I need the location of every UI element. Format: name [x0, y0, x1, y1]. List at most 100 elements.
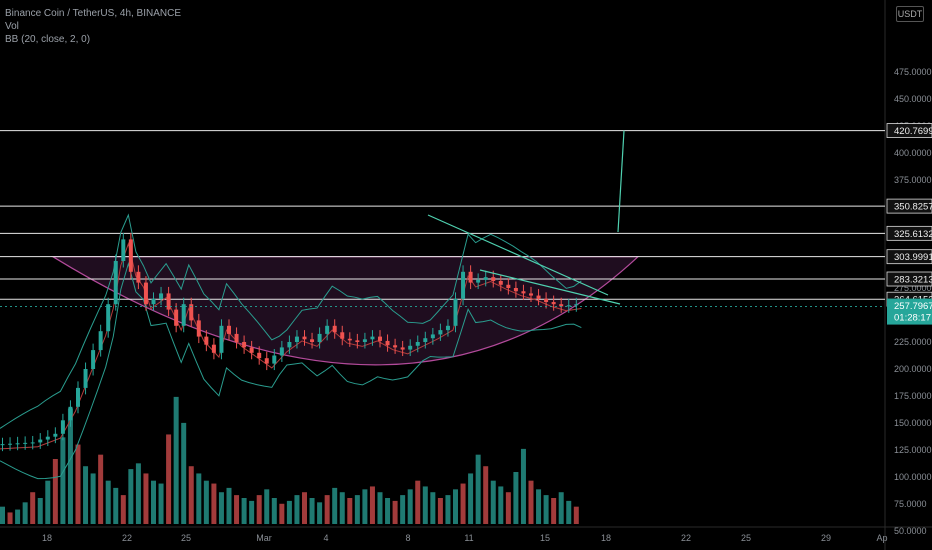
- y-tick-label: 450.0000: [894, 94, 932, 104]
- volume-bar: [430, 492, 436, 524]
- candle-body: [242, 342, 247, 348]
- volume-bar: [468, 473, 474, 524]
- volume-bar: [218, 492, 224, 524]
- volume-bar: [241, 498, 247, 524]
- volume-bar: [188, 466, 194, 524]
- x-tick-label: 15: [540, 533, 550, 543]
- candle-body: [325, 325, 330, 334]
- volume-bar: [22, 502, 28, 524]
- volume-bar: [415, 480, 421, 524]
- volume-bar: [60, 437, 66, 524]
- bb-lower-band: [0, 261, 582, 480]
- x-tick-label: 25: [741, 533, 751, 543]
- candle-body: [143, 282, 148, 305]
- volume-bar: [98, 454, 104, 524]
- volume-bar: [392, 500, 398, 524]
- volume-bar: [498, 486, 504, 524]
- volume-bar: [369, 486, 375, 524]
- volume-bar: [166, 434, 172, 524]
- candle-body: [355, 340, 360, 342]
- volume-bar: [407, 489, 413, 524]
- candle-body: [385, 340, 390, 346]
- candle-body: [393, 345, 398, 348]
- candle-body: [513, 288, 518, 292]
- level-label-box: [886, 225, 932, 241]
- candle-body: [204, 336, 209, 345]
- volume-bar: [158, 483, 164, 524]
- x-tick-label: 22: [122, 533, 132, 543]
- volume-indicator-label[interactable]: Vol: [5, 21, 19, 32]
- y-tick-label: 200.0000: [894, 364, 932, 374]
- candle-body: [476, 279, 481, 283]
- volume-bar: [536, 489, 542, 524]
- volume-bar: [173, 396, 179, 524]
- candle-body: [45, 436, 50, 440]
- y-tick-label: 75.0000: [894, 499, 927, 509]
- candle-body: [574, 304, 579, 306]
- level-label: 325.6132: [894, 229, 932, 240]
- volume-bar: [271, 498, 277, 524]
- volume-bar: [203, 480, 209, 524]
- volume-bar: [286, 500, 292, 524]
- bb-upper-band: [0, 213, 582, 429]
- volume-bar: [385, 498, 391, 524]
- candle-body: [189, 304, 194, 321]
- candle-body: [438, 330, 443, 335]
- volume-bar: [551, 498, 557, 524]
- volume-bar: [75, 444, 81, 524]
- volume-bar: [573, 506, 579, 524]
- candle-body: [121, 239, 126, 261]
- candle-body: [60, 420, 65, 434]
- bollinger-indicator-label[interactable]: BB (20, close, 2, 0): [5, 34, 91, 45]
- y-tick-label: 400.0000: [894, 148, 932, 158]
- volume-bar: [400, 495, 406, 524]
- candle-body: [408, 345, 413, 350]
- chart-legend: Binance Coin / TetherUS, 4h, BINANCE Vol…: [5, 7, 181, 46]
- y-tick-label: 175.0000: [894, 391, 932, 401]
- volume-bar: [422, 486, 428, 524]
- x-tick-label: 8: [405, 533, 410, 543]
- y-tick-label: 475.0000: [894, 67, 932, 77]
- volume-bar: [377, 492, 383, 524]
- candle-body: [498, 280, 503, 285]
- candle-body: [461, 271, 466, 299]
- volume-bar: [7, 512, 13, 524]
- y-tick-label: 100.0000: [894, 472, 932, 482]
- candle-body: [166, 293, 171, 310]
- candle-body: [483, 277, 488, 280]
- candle-body: [468, 271, 473, 283]
- candle-body: [362, 339, 367, 342]
- candle-body: [521, 291, 526, 294]
- candle-body: [0, 444, 5, 446]
- volume-bar: [90, 473, 96, 524]
- level-label-box: [886, 198, 932, 214]
- candle-body: [340, 332, 345, 339]
- volume-bar: [528, 480, 534, 524]
- volume-bar: [437, 498, 443, 524]
- volume-bar: [362, 489, 368, 524]
- x-tick-label: 18: [601, 533, 611, 543]
- candle-body: [279, 347, 284, 356]
- volume-bar: [37, 498, 43, 524]
- volume-bar: [52, 459, 58, 524]
- candle-body: [196, 320, 201, 337]
- candle-body: [423, 338, 428, 342]
- candle-body: [370, 336, 375, 340]
- x-tick-label: 11: [464, 533, 473, 543]
- candle-body: [347, 338, 352, 341]
- candle-body: [30, 442, 35, 444]
- candle-body: [506, 284, 511, 288]
- cup-pattern: [50, 256, 640, 366]
- candle-body: [83, 369, 88, 388]
- candle-body: [23, 442, 28, 444]
- y-tick-label: 50.0000: [894, 526, 927, 536]
- candle-body: [181, 304, 186, 326]
- volume-bar: [45, 480, 51, 524]
- currency-button[interactable]: USDT: [896, 6, 924, 22]
- volume-bar: [211, 483, 217, 524]
- candle-body: [302, 336, 307, 340]
- volume-bar: [505, 492, 511, 524]
- volume-bar: [309, 498, 315, 524]
- volume-bar: [67, 408, 73, 524]
